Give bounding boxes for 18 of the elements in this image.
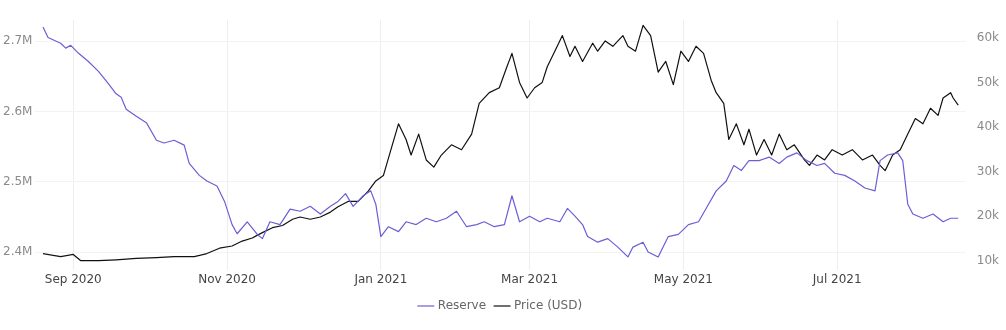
y-tick-label: 2.5M <box>3 173 33 188</box>
y2-tick-label: 40k <box>976 119 1000 134</box>
y2-tick-label: 20k <box>976 208 1000 223</box>
y2-tick-label: 50k <box>976 74 1000 89</box>
x-tick-label: Jan 2021 <box>353 271 408 286</box>
y-tick-label: 2.6M <box>3 103 33 118</box>
x-tick-label: Jul 2021 <box>811 271 862 286</box>
y-tick-label: 2.7M <box>3 33 33 48</box>
x-tick-label: May 2021 <box>653 271 713 286</box>
legend-label: Price (USD) <box>514 298 583 313</box>
x-tick-label: Sep 2020 <box>44 271 102 286</box>
y-tick-label: 2.4M <box>3 244 33 259</box>
x-tick-label: Mar 2021 <box>501 271 559 286</box>
y2-tick-label: 60k <box>976 29 1000 44</box>
y2-tick-label: 10k <box>976 252 1000 267</box>
legend-label: Reserve <box>437 298 487 313</box>
x-tick-label: Nov 2020 <box>198 271 256 286</box>
y2-tick-label: 30k <box>976 163 1000 178</box>
